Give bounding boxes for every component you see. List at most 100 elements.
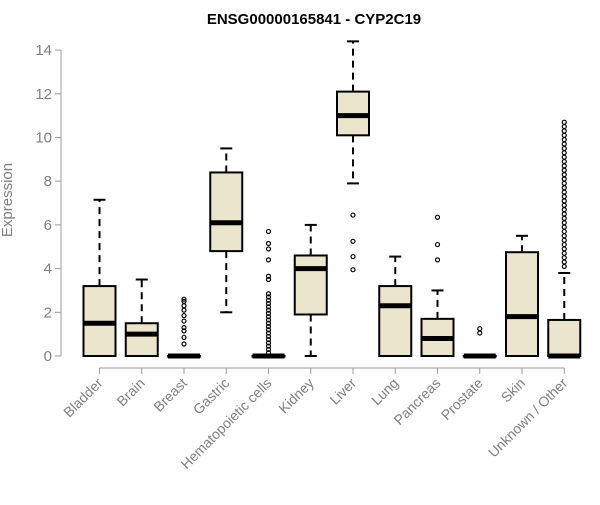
outlier-point bbox=[561, 259, 567, 265]
outlier-point bbox=[181, 312, 187, 319]
outlier-point bbox=[181, 334, 187, 341]
x-tick-label: Bladder bbox=[60, 375, 106, 421]
x-tick-label: Unknown / Other bbox=[485, 375, 571, 461]
outlier-point bbox=[265, 333, 272, 339]
outlier-point bbox=[561, 220, 567, 226]
outlier-point bbox=[265, 317, 272, 323]
outlier-point bbox=[350, 238, 356, 244]
y-axis: 0 2 4 6 8 10 12 14 bbox=[35, 42, 62, 365]
y-tick-label: 4 bbox=[44, 261, 52, 278]
box-kidney bbox=[293, 223, 328, 357]
box-body bbox=[293, 254, 328, 316]
x-tick-label: Liver bbox=[326, 375, 359, 408]
outlier-point bbox=[265, 276, 272, 283]
outlier-point bbox=[561, 185, 567, 191]
y-tick-label: 10 bbox=[35, 130, 52, 147]
outlier-point bbox=[561, 211, 567, 217]
outlier-point bbox=[561, 207, 567, 213]
outlier-point bbox=[265, 294, 272, 300]
x-tick-label: Pancreas bbox=[390, 375, 443, 428]
outlier-point bbox=[265, 257, 272, 263]
outlier-point bbox=[434, 241, 441, 248]
y-tick-label: 14 bbox=[35, 42, 52, 59]
outlier-point bbox=[561, 237, 567, 243]
x-tick-label: Lung bbox=[368, 375, 401, 408]
x-tick-label: Prostate bbox=[438, 375, 486, 423]
box-skin bbox=[505, 234, 539, 357]
outlier-point bbox=[265, 310, 272, 316]
outlier-point bbox=[561, 172, 567, 178]
boxes-layer bbox=[82, 40, 582, 359]
outlier-point bbox=[561, 167, 567, 173]
box-prostate bbox=[462, 326, 497, 359]
outlier-point bbox=[561, 198, 567, 204]
outlier-point bbox=[561, 163, 567, 169]
outlier-point bbox=[477, 326, 483, 332]
outlier-point bbox=[181, 341, 187, 347]
chart-title: ENSG00000165841 - CYP2C19 bbox=[207, 11, 421, 28]
x-tick-label: Brain bbox=[113, 375, 147, 409]
outlier-point bbox=[561, 128, 567, 134]
outlier-point bbox=[265, 327, 272, 333]
outlier-point bbox=[561, 224, 567, 230]
outlier-point bbox=[561, 141, 567, 147]
outlier-point bbox=[265, 246, 272, 252]
y-tick-label: 6 bbox=[44, 217, 52, 234]
box-hematopoietic-cells bbox=[251, 228, 286, 359]
outlier-point bbox=[561, 215, 567, 221]
outlier-point bbox=[265, 304, 272, 310]
outlier-point bbox=[561, 180, 567, 186]
outlier-point bbox=[561, 123, 567, 130]
box-body bbox=[547, 318, 582, 358]
outlier-point bbox=[265, 273, 272, 279]
y-tick-label: 12 bbox=[35, 86, 52, 103]
outlier-point bbox=[434, 257, 441, 263]
outlier-point bbox=[434, 214, 441, 220]
outlier-point bbox=[181, 318, 187, 324]
outlier-point bbox=[350, 212, 356, 218]
outlier-point bbox=[265, 240, 272, 247]
y-tick-label: 2 bbox=[44, 304, 52, 321]
outlier-point bbox=[265, 291, 272, 297]
box-gastric bbox=[209, 147, 244, 314]
outlier-point bbox=[181, 296, 187, 302]
outlier-point bbox=[265, 323, 272, 330]
outlier-point bbox=[350, 253, 356, 260]
outlier-point bbox=[265, 343, 272, 349]
box-body bbox=[124, 322, 159, 358]
outlier-point bbox=[265, 320, 272, 326]
outlier-point bbox=[561, 154, 567, 160]
outlier-point bbox=[265, 297, 272, 303]
box-body bbox=[505, 251, 539, 357]
box-pancreas bbox=[420, 214, 455, 358]
y-tick-label: 0 bbox=[44, 348, 52, 365]
outlier-point bbox=[561, 246, 567, 252]
x-tick-label: Breast bbox=[150, 375, 190, 415]
outlier-point bbox=[561, 193, 567, 200]
outlier-point bbox=[561, 158, 567, 165]
outlier-point bbox=[181, 298, 187, 304]
outlier-point bbox=[350, 267, 356, 273]
x-tick-label: Skin bbox=[498, 375, 529, 406]
box-body bbox=[209, 171, 244, 253]
outlier-point bbox=[561, 137, 567, 143]
outlier-point bbox=[561, 233, 567, 239]
outlier-point bbox=[561, 263, 567, 270]
outlier-point bbox=[181, 303, 187, 309]
box-lung bbox=[378, 255, 413, 357]
box-liver bbox=[336, 40, 370, 273]
x-tick-label: Kidney bbox=[275, 375, 317, 417]
outlier-point bbox=[561, 202, 567, 208]
outlier-point bbox=[561, 241, 567, 248]
box-body bbox=[378, 285, 413, 357]
outlier-point bbox=[181, 324, 187, 331]
box-breast bbox=[167, 296, 201, 359]
outlier-point bbox=[561, 228, 567, 235]
outlier-point bbox=[561, 176, 567, 182]
outlier-point bbox=[561, 145, 567, 152]
outlier-point bbox=[181, 307, 187, 313]
outlier-point bbox=[561, 255, 567, 261]
